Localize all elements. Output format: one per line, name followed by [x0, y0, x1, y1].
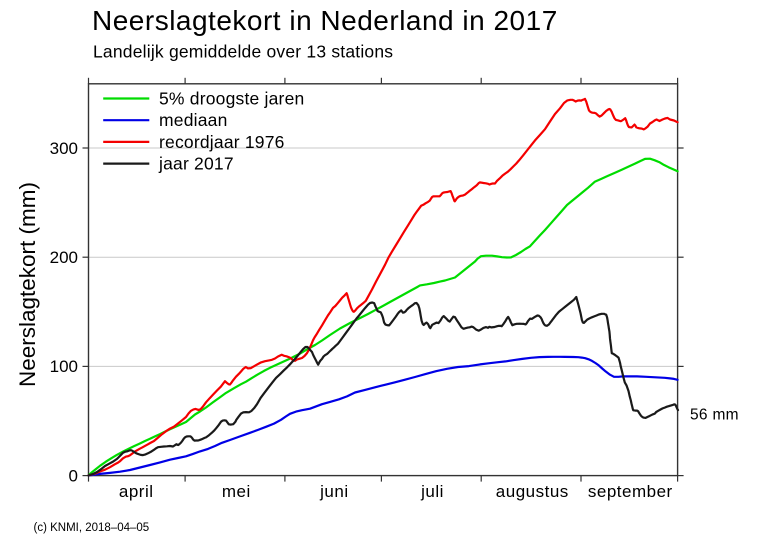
svg-text:juli: juli — [420, 482, 444, 501]
svg-text:mei: mei — [222, 482, 251, 501]
svg-text:300: 300 — [50, 139, 78, 158]
svg-text:56 mm: 56 mm — [690, 407, 739, 424]
svg-text:recordjaar 1976: recordjaar 1976 — [159, 132, 285, 152]
svg-text:juni: juni — [319, 482, 348, 501]
svg-text:(c) KNMI, 2018–04–05: (c) KNMI, 2018–04–05 — [34, 522, 150, 534]
svg-text:Neerslagtekort (mm): Neerslagtekort (mm) — [15, 182, 40, 387]
svg-text:september: september — [588, 482, 673, 501]
svg-text:augustus: augustus — [496, 482, 569, 501]
svg-text:0: 0 — [69, 466, 78, 485]
svg-text:mediaan: mediaan — [159, 110, 228, 130]
svg-text:april: april — [119, 482, 154, 501]
svg-text:5% droogste jaren: 5% droogste jaren — [159, 89, 304, 109]
svg-text:100: 100 — [50, 357, 78, 376]
svg-text:200: 200 — [50, 248, 78, 267]
svg-text:Landelijk gemiddelde over 13 s: Landelijk gemiddelde over 13 stations — [93, 42, 393, 62]
svg-text:jaar 2017: jaar 2017 — [158, 154, 234, 174]
svg-text:Neerslagtekort in Nederland in: Neerslagtekort in Nederland in 2017 — [92, 5, 558, 36]
